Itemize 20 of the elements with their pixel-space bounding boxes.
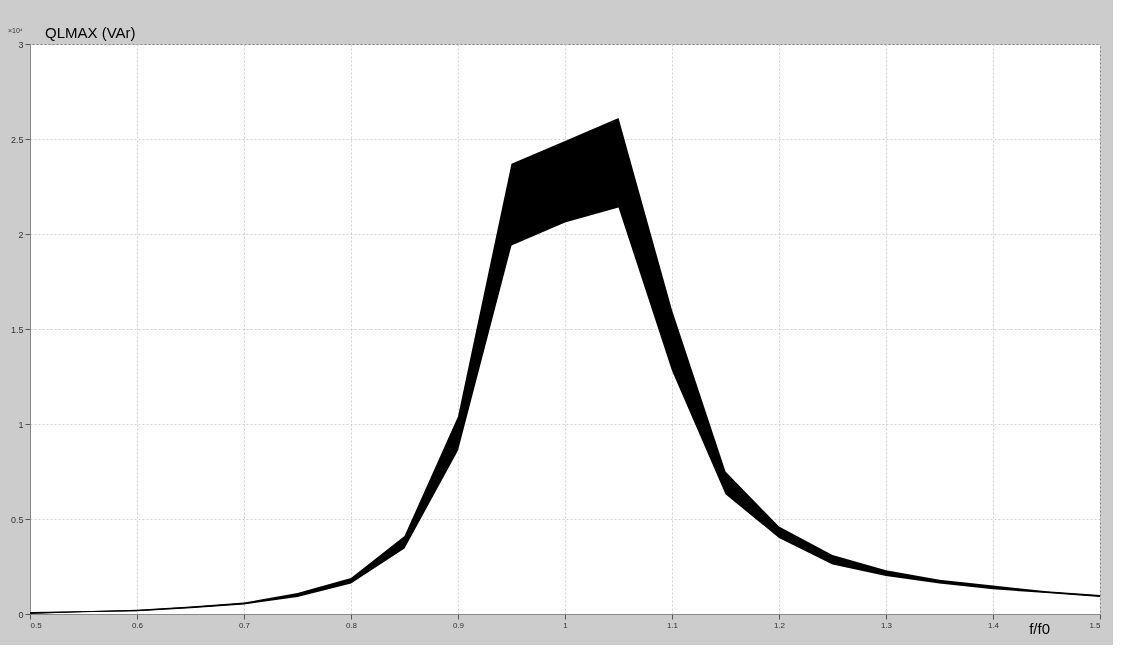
x-tick-label: 0.5 xyxy=(30,620,43,630)
x-tick-label: 1.3 xyxy=(880,620,893,630)
y-tick-label: 2 xyxy=(18,229,24,240)
y-tick-label: 1.5 xyxy=(10,324,24,335)
x-tick-label: 0.7 xyxy=(238,620,251,630)
x-tick-label: 1 xyxy=(563,620,569,630)
x-tick-label: 1.2 xyxy=(773,620,786,630)
chart-title: QLMAX (VAr) xyxy=(45,24,136,41)
x-tick-label: 0.9 xyxy=(452,620,465,630)
y-tick-label: 0 xyxy=(18,609,24,620)
x-tick-label: 1.5 xyxy=(1089,620,1102,630)
y-tick-label: 1 xyxy=(18,419,24,430)
y-tick-label: 2.5 xyxy=(10,134,24,145)
x-tick-label: 1.4 xyxy=(987,620,1000,630)
x-tick-label: 1.1 xyxy=(666,620,679,630)
x-axis-title: f/f0 xyxy=(1029,620,1050,637)
y-tick-label: 3 xyxy=(18,39,24,50)
x-tick-label: 0.6 xyxy=(131,620,144,630)
y-tick-label: 0.5 xyxy=(10,514,24,525)
x-tick-label: 0.8 xyxy=(345,620,358,630)
